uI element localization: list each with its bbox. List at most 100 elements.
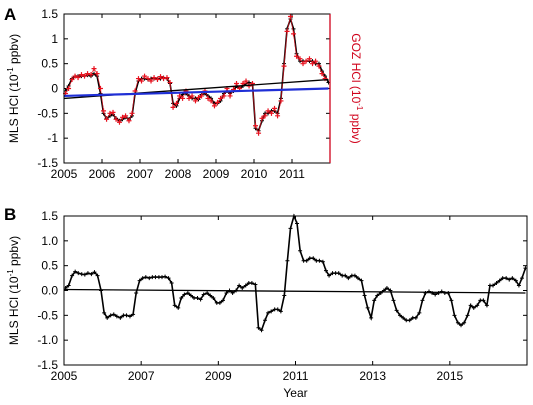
x-tick-label: 2011: [279, 167, 305, 181]
data-point-mls: [140, 276, 145, 281]
data-point-goz: [205, 95, 211, 101]
data-point-goz: [180, 95, 186, 101]
data-point-goz: [135, 76, 141, 82]
data-point-mls: [346, 276, 351, 281]
data-point-goz: [88, 72, 94, 78]
data-point-mls: [311, 256, 316, 261]
data-point-goz: [170, 104, 176, 110]
panel-letter: B: [4, 205, 16, 224]
data-point-mls: [494, 281, 499, 286]
data-point-mls: [205, 290, 210, 295]
data-point-goz: [97, 86, 103, 91]
data-point-mls: [179, 295, 184, 300]
data-point-mls: [185, 290, 190, 295]
data-point-goz: [69, 77, 75, 83]
data-point-goz: [303, 58, 309, 64]
data-point-mls: [108, 313, 113, 318]
data-point-goz: [66, 86, 72, 91]
data-point-mls: [375, 293, 380, 298]
data-point-mls: [365, 305, 370, 310]
data-point-goz: [268, 110, 274, 116]
data-point-mls: [131, 312, 136, 317]
panel-letter: A: [4, 5, 16, 24]
data-point-mls: [263, 318, 268, 323]
data-point-goz: [265, 108, 271, 114]
data-point-mls: [253, 282, 258, 287]
data-point-mls: [323, 268, 328, 273]
data-point-goz: [116, 119, 122, 125]
y-axis-title: MLS HCl (10-1 ppbv): [6, 236, 21, 345]
data-point-goz: [75, 75, 81, 81]
y-axis-title-right: GOZ HCl (10-1 ppbv): [349, 33, 364, 144]
data-point-mls: [217, 300, 222, 305]
data-point-goz: [139, 78, 145, 84]
data-point-mls: [391, 298, 396, 303]
data-point-goz: [253, 123, 259, 129]
data-point-goz: [78, 72, 84, 78]
data-point-mls: [169, 281, 174, 286]
data-point-goz: [294, 53, 300, 59]
data-point-mls: [343, 273, 348, 278]
data-point-mls: [143, 275, 148, 280]
x-tick-label: 2009: [205, 369, 232, 383]
data-point-mls: [413, 315, 418, 320]
data-point-goz: [154, 77, 160, 83]
data-point-mls: [269, 309, 274, 314]
series-line-mls: [65, 213, 527, 332]
data-point-mls: [336, 271, 341, 276]
data-point-goz: [151, 75, 157, 81]
data-point-goz: [104, 116, 110, 122]
data-point-mls: [459, 323, 464, 328]
data-point-goz: [91, 66, 97, 72]
data-point-goz: [278, 98, 284, 104]
data-point-mls: [285, 258, 290, 263]
data-point-goz: [177, 93, 183, 99]
y-tick-label: -0.5: [37, 308, 58, 322]
data-point-mls: [111, 312, 116, 317]
data-point-goz: [246, 83, 252, 89]
data-point-goz: [211, 103, 217, 109]
data-point-mls: [278, 309, 283, 314]
data-point-mls: [70, 273, 75, 278]
data-point-goz: [256, 130, 262, 136]
data-point-goz: [161, 76, 167, 82]
data-point-mls: [76, 271, 81, 276]
data-point-goz: [221, 93, 227, 99]
y-tick-label: -0.5: [37, 106, 58, 120]
data-point-goz: [316, 63, 322, 69]
data-point-goz: [218, 95, 224, 101]
data-point-mls: [398, 313, 403, 318]
x-tick-label: 2005: [51, 167, 78, 181]
data-point-goz: [291, 31, 297, 37]
data-point-mls: [404, 318, 409, 323]
data-point-mls: [465, 313, 470, 318]
data-point-goz: [287, 13, 293, 19]
data-point-goz: [113, 116, 119, 122]
data-point-goz: [313, 58, 319, 64]
data-point-mls: [105, 315, 110, 320]
data-point-mls: [519, 276, 524, 281]
y-tick-label: 0.5: [41, 57, 58, 71]
data-point-goz: [186, 95, 192, 101]
x-axis-title: Year: [283, 386, 307, 400]
x-tick-label: 2010: [241, 167, 268, 181]
data-point-goz: [120, 114, 126, 120]
data-point-goz: [158, 74, 164, 80]
data-point-mls: [455, 320, 460, 325]
data-point-mls: [320, 259, 325, 264]
data-point-mls: [182, 292, 187, 297]
data-point-mls: [298, 248, 303, 253]
data-point-goz: [306, 56, 312, 62]
data-point-goz: [142, 73, 148, 79]
data-point-mls: [401, 315, 406, 320]
data-point-mls: [510, 276, 515, 281]
data-point-goz: [148, 78, 154, 84]
data-point-mls: [307, 256, 312, 261]
data-point-goz: [107, 110, 113, 116]
data-point-mls: [82, 272, 87, 277]
panel-b: B -1.5 -1.0 -0.5 0.0 0.5 1.0 1.5 2005 2007 2009 201…: [4, 205, 528, 400]
data-point-mls: [507, 277, 512, 282]
data-point-mls: [195, 295, 200, 300]
data-point-mls: [359, 278, 364, 283]
x-tick-label: 2015: [436, 369, 463, 383]
